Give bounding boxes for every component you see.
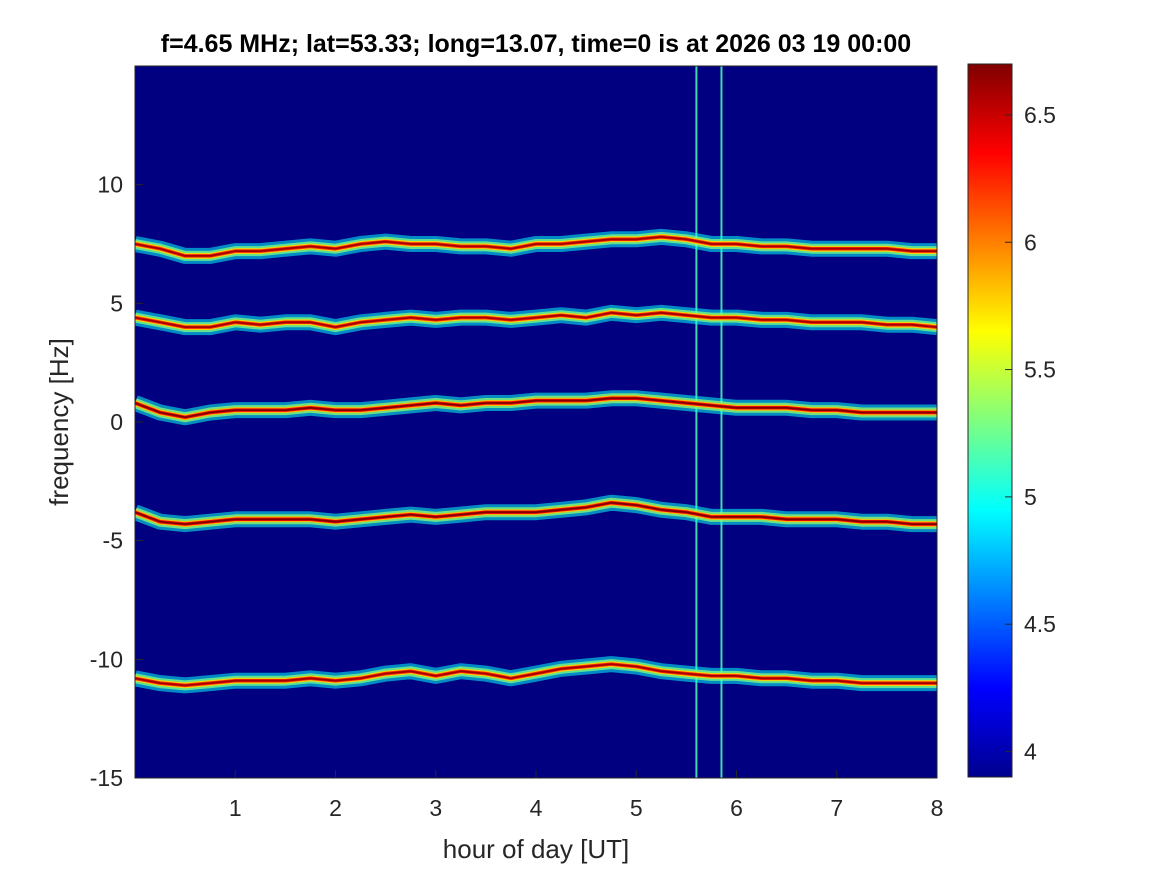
plot-area [135, 66, 937, 778]
ridge-line [135, 235, 937, 257]
plot-frame [134, 65, 938, 779]
x-axis-label: hour of day [UT] [443, 834, 629, 864]
colorbar-ticks: 4 4.5 5 5.5 6 6.5 [1005, 102, 1056, 765]
colorbar-tick-label: 6.5 [1024, 102, 1056, 128]
ridge-band [135, 228, 937, 264]
ridge-bands [135, 228, 937, 694]
colorbar-tick-label: 5 [1024, 484, 1037, 510]
chart-title: f=4.65 MHz; lat=53.33; long=13.07, time=… [161, 30, 911, 58]
ridge-line [135, 663, 937, 687]
x-tick-label: 3 [429, 795, 442, 821]
x-tick-label: 7 [830, 795, 843, 821]
colorbar-tick-label: 6 [1024, 229, 1037, 255]
x-tick-label: 2 [329, 795, 342, 821]
colorbar: 4 4.5 5 5.5 6 6.5 [967, 63, 1056, 778]
x-tick-label: 4 [530, 795, 543, 821]
ridge-band [135, 656, 937, 694]
ridge-line [135, 397, 937, 419]
y-tick-label: -15 [90, 765, 123, 791]
y-axis-label: frequency [Hz] [44, 338, 74, 506]
ridge-band [135, 390, 937, 426]
x-tick-label: 8 [931, 795, 944, 821]
y-tick-label: -5 [103, 528, 123, 554]
x-axis-ticks: 1 2 3 4 5 6 7 8 [229, 770, 944, 821]
colorbar-tick-label: 5.5 [1024, 357, 1056, 383]
plot-background [135, 66, 937, 778]
ridge-band [135, 304, 937, 336]
ridge-line [135, 311, 937, 329]
x-tick-label: 1 [229, 795, 242, 821]
colorbar-tick-label: 4 [1024, 739, 1037, 765]
vertical-streaks [695, 66, 723, 778]
colorbar-tick-label: 4.5 [1024, 611, 1056, 637]
x-tick-label: 6 [730, 795, 743, 821]
x-tick-label: 5 [630, 795, 643, 821]
y-axis-ticks: -15 -10 -5 0 5 10 [90, 172, 143, 791]
y-tick-label: 10 [97, 172, 123, 198]
y-tick-label: -10 [90, 646, 123, 672]
ridge-band [135, 494, 937, 533]
colorbar-gradient [967, 63, 1013, 778]
ridge-line [135, 501, 937, 525]
y-tick-label: 5 [110, 290, 123, 316]
y-tick-label: 0 [110, 409, 123, 435]
